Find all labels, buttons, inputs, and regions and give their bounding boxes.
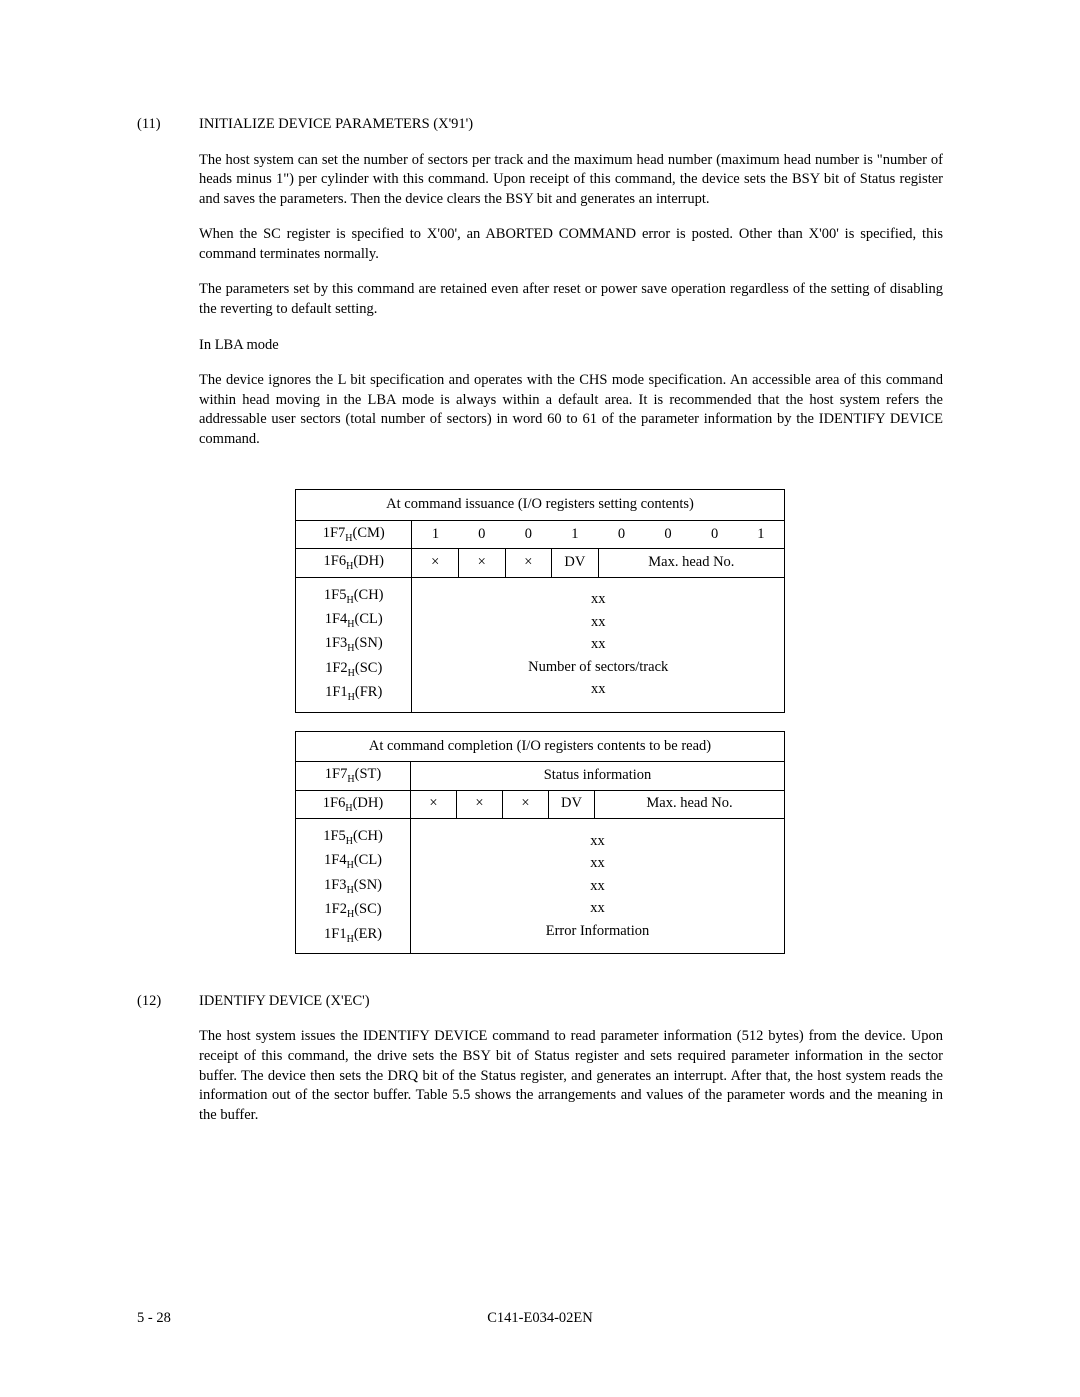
s11-p3: The parameters set by this command are r… bbox=[199, 280, 943, 319]
s11-subhdr: In LBA mode bbox=[199, 336, 943, 356]
footer-doc: C141-E034-02EN bbox=[367, 1309, 713, 1329]
section-11-num: (11) bbox=[137, 115, 199, 135]
t1-cm-label: 1F7H(CM) bbox=[296, 520, 412, 548]
section-12-header: (12) IDENTIFY DEVICE (X'EC') bbox=[137, 992, 943, 1012]
footer-page: 5 - 28 bbox=[137, 1309, 367, 1329]
t1-stack-labels: 1F5H(CH) 1F4H(CL) 1F3H(SN) 1F2H(SC) 1F1H… bbox=[296, 577, 412, 712]
t2-dh-label: 1F6H(DH) bbox=[296, 790, 411, 818]
t2-stack-vals: xx xx xx xx Error Information bbox=[411, 818, 785, 953]
t2-caption: At command completion (I/O registers con… bbox=[296, 731, 785, 762]
section-11-title: INITIALIZE DEVICE PARAMETERS (X'91') bbox=[199, 115, 943, 135]
page-footer: 5 - 28 C141-E034-02EN bbox=[137, 1309, 943, 1329]
section-11-header: (11) INITIALIZE DEVICE PARAMETERS (X'91'… bbox=[137, 115, 943, 135]
s12-p1: The host system issues the IDENTIFY DEVI… bbox=[199, 1027, 943, 1125]
t1-stack-vals: xx xx xx Number of sectors/track xx bbox=[412, 577, 785, 712]
s11-p1: The host system can set the number of se… bbox=[199, 151, 943, 210]
t1-caption: At command issuance (I/O registers setti… bbox=[296, 490, 785, 521]
t2-st-label: 1F7H(ST) bbox=[296, 762, 411, 790]
s11-p2: When the SC register is specified to X'0… bbox=[199, 225, 943, 264]
s11-p4: The device ignores the L bit specificati… bbox=[199, 371, 943, 449]
t1-dh-label: 1F6H(DH) bbox=[296, 549, 412, 577]
completion-table: At command completion (I/O registers con… bbox=[295, 731, 785, 954]
section-12-num: (12) bbox=[137, 992, 199, 1012]
section-12-title: IDENTIFY DEVICE (X'EC') bbox=[199, 992, 943, 1012]
section-11-body: The host system can set the number of se… bbox=[199, 151, 943, 320]
issuance-table: At command issuance (I/O registers setti… bbox=[295, 489, 785, 712]
t2-stack-labels: 1F5H(CH) 1F4H(CL) 1F3H(SN) 1F2H(SC) 1F1H… bbox=[296, 818, 411, 953]
section-11-body2: The device ignores the L bit specificati… bbox=[199, 371, 943, 449]
section-12-body: The host system issues the IDENTIFY DEVI… bbox=[199, 1027, 943, 1125]
